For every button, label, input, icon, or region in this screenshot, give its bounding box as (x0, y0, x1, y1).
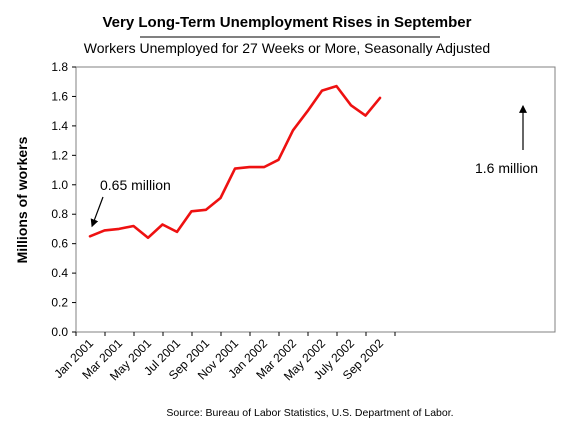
y-axis: 0.0 0.2 0.4 0.6 0.8 1.0 1.2 1.4 1.6 1.8 (51, 60, 76, 339)
annotation-end: 1.6 million (475, 160, 538, 176)
y-tick-label: 1.8 (51, 60, 68, 74)
y-tick-label: 1.2 (51, 148, 68, 162)
y-tick-label: 0.2 (51, 296, 68, 310)
y-tick-label: 0.0 (51, 325, 68, 339)
annotation-start: 0.65 million (100, 177, 171, 193)
chart-title: Very Long-Term Unemployment Rises in Sep… (103, 14, 472, 31)
y-tick-label: 1.0 (51, 178, 68, 192)
source-note: Source: Bureau of Labor Statistics, U.S.… (166, 407, 453, 419)
y-tick-label: 0.8 (51, 207, 68, 221)
annotation-arrow-start (90, 196, 104, 228)
y-tick-label: 1.4 (51, 119, 68, 133)
chart-subtitle: Workers Unemployed for 27 Weeks or More,… (84, 40, 490, 56)
series-layer (88, 84, 382, 240)
series-line (88, 84, 382, 240)
annotations: 0.65 million 1.6 million (90, 104, 538, 228)
y-tick-label: 0.4 (51, 266, 68, 280)
y-tick-label: 1.6 (51, 89, 68, 103)
y-axis-label: Millions of workers (14, 136, 30, 263)
y-tick-label: 0.6 (51, 237, 68, 251)
plot-area (75, 66, 556, 333)
